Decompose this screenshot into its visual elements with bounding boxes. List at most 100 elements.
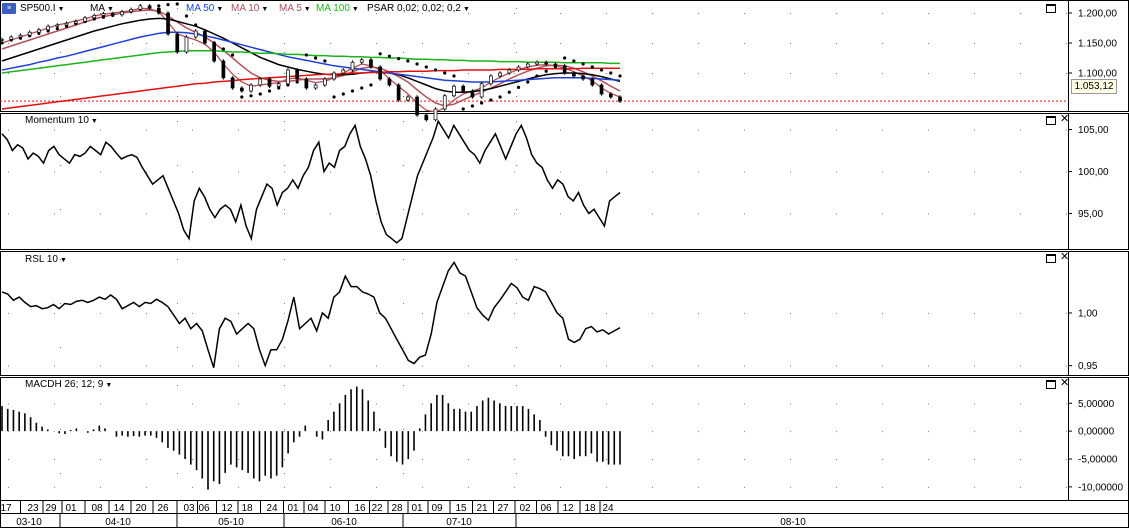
grid-dot xyxy=(468,365,469,367)
grid-dot xyxy=(376,312,377,314)
grid-dot xyxy=(1020,171,1021,173)
grid-dot xyxy=(790,486,791,488)
grid-dot xyxy=(516,52,517,53)
dropdown-caret-icon: ▼ xyxy=(351,6,359,13)
grid-dot xyxy=(974,73,975,74)
maximize-rsl-icon[interactable] xyxy=(1046,254,1056,263)
grid-dot xyxy=(330,431,331,433)
legend-label: PSAR 0,02; 0,02; 0,2 xyxy=(367,3,461,14)
legend-ma[interactable]: MA ▼ xyxy=(90,3,114,14)
grid-dot xyxy=(560,365,561,367)
grid-dot xyxy=(928,403,929,405)
psar-dot xyxy=(240,95,244,99)
candle-body xyxy=(147,5,152,9)
grid-dot xyxy=(284,365,285,367)
chart-type-icon[interactable]: ≡ xyxy=(2,3,16,14)
grid-dot xyxy=(516,303,517,304)
psar-dot xyxy=(304,53,308,57)
grid-dot xyxy=(468,43,469,44)
candle-body xyxy=(37,29,41,33)
rsl-title[interactable]: RSL 10 ▼ xyxy=(25,254,67,265)
grid-dot xyxy=(330,43,331,44)
close-rsl-icon[interactable]: ✕ xyxy=(1060,251,1070,263)
psar-dot xyxy=(406,59,410,63)
grid-dot xyxy=(1020,312,1021,314)
grid-dot xyxy=(744,171,745,173)
grid-dot xyxy=(403,165,404,166)
grid-dot xyxy=(744,431,745,433)
macd-tick-label: 5,00000 xyxy=(1078,399,1115,410)
grid-dot xyxy=(192,129,193,131)
grid-dot xyxy=(330,403,331,405)
grid-dot xyxy=(330,213,331,215)
candle-body xyxy=(212,42,216,62)
grid-dot xyxy=(422,129,423,131)
grid-dot xyxy=(8,403,9,405)
candle-body xyxy=(120,11,124,16)
grid-dot xyxy=(928,365,929,367)
macd-tick-label: 0,00000 xyxy=(1078,427,1115,438)
grid-dot xyxy=(468,171,469,173)
grid-dot xyxy=(514,213,515,215)
grid-dot xyxy=(1020,213,1021,215)
legend-ma-5[interactable]: MA 5 ▼ xyxy=(279,3,311,14)
grid-dot xyxy=(468,486,469,488)
grid-dot xyxy=(974,365,975,367)
legend-ma-10[interactable]: MA 10 ▼ xyxy=(231,3,268,14)
legend-psar-0-02-0-02-0-2[interactable]: PSAR 0,02; 0,02; 0,2 ▼ xyxy=(367,3,470,14)
grid-dot xyxy=(403,385,404,386)
legend-ma-100[interactable]: MA 100 ▼ xyxy=(316,3,359,14)
psar-dot xyxy=(314,56,318,60)
grid-dot xyxy=(744,13,745,14)
grid-dot xyxy=(284,403,285,405)
grid-dot xyxy=(100,43,101,44)
grid-dot xyxy=(560,486,561,488)
grid-dot xyxy=(974,312,975,314)
candle-body xyxy=(618,96,622,102)
grid-dot xyxy=(146,365,147,367)
grid-dot xyxy=(192,171,193,173)
candle-body xyxy=(489,75,493,85)
grid-dot xyxy=(1020,459,1021,460)
grid-dot xyxy=(376,13,377,14)
dropdown-caret-icon: ▼ xyxy=(462,6,470,13)
close-macd-icon[interactable]: ✕ xyxy=(1060,377,1070,389)
momentum-title[interactable]: Momentum 10 ▼ xyxy=(25,115,98,126)
x-day-label: 23 xyxy=(27,503,39,514)
grid-dot xyxy=(422,403,423,405)
macd-title[interactable]: MACDH 26; 12; 9 ▼ xyxy=(25,379,113,390)
maximize-momentum-icon[interactable] xyxy=(1046,116,1056,125)
grid-dot xyxy=(836,213,837,215)
candle-body xyxy=(295,69,300,80)
maximize-macd-icon[interactable] xyxy=(1046,380,1056,389)
candle-body xyxy=(553,63,558,67)
grid-dot xyxy=(403,303,404,304)
grid-dot xyxy=(238,459,239,460)
candle-body xyxy=(203,30,207,44)
candle-body xyxy=(396,84,401,101)
price-tick-label: 1.200,00 xyxy=(1078,9,1117,20)
grid-dot xyxy=(606,129,607,131)
grid-dot xyxy=(514,312,515,314)
symbol-label[interactable]: SP500.I ▼ xyxy=(20,3,65,14)
grid-dot xyxy=(744,403,745,405)
grid-dot xyxy=(744,129,745,131)
candle-body xyxy=(249,84,253,92)
grid-dot xyxy=(1020,486,1021,488)
grid-dot xyxy=(8,43,9,44)
psar-dot xyxy=(489,98,493,102)
close-momentum-icon[interactable]: ✕ xyxy=(1060,113,1070,125)
psar-dot xyxy=(249,94,253,98)
grid-dot xyxy=(974,403,975,405)
maximize-price-pane-icon[interactable] xyxy=(1046,4,1056,13)
legend-ma-50[interactable]: MA 50 ▼ xyxy=(186,3,223,14)
grid-dot xyxy=(882,171,883,173)
psar-dot xyxy=(194,23,198,27)
x-day-label: 08 xyxy=(91,503,103,514)
candle-body xyxy=(590,78,595,86)
grid-dot xyxy=(882,431,883,433)
grid-dot xyxy=(238,431,239,433)
x-month-label: 04-10 xyxy=(105,517,131,528)
grid-dot xyxy=(698,171,699,173)
psar-dot xyxy=(461,107,465,111)
